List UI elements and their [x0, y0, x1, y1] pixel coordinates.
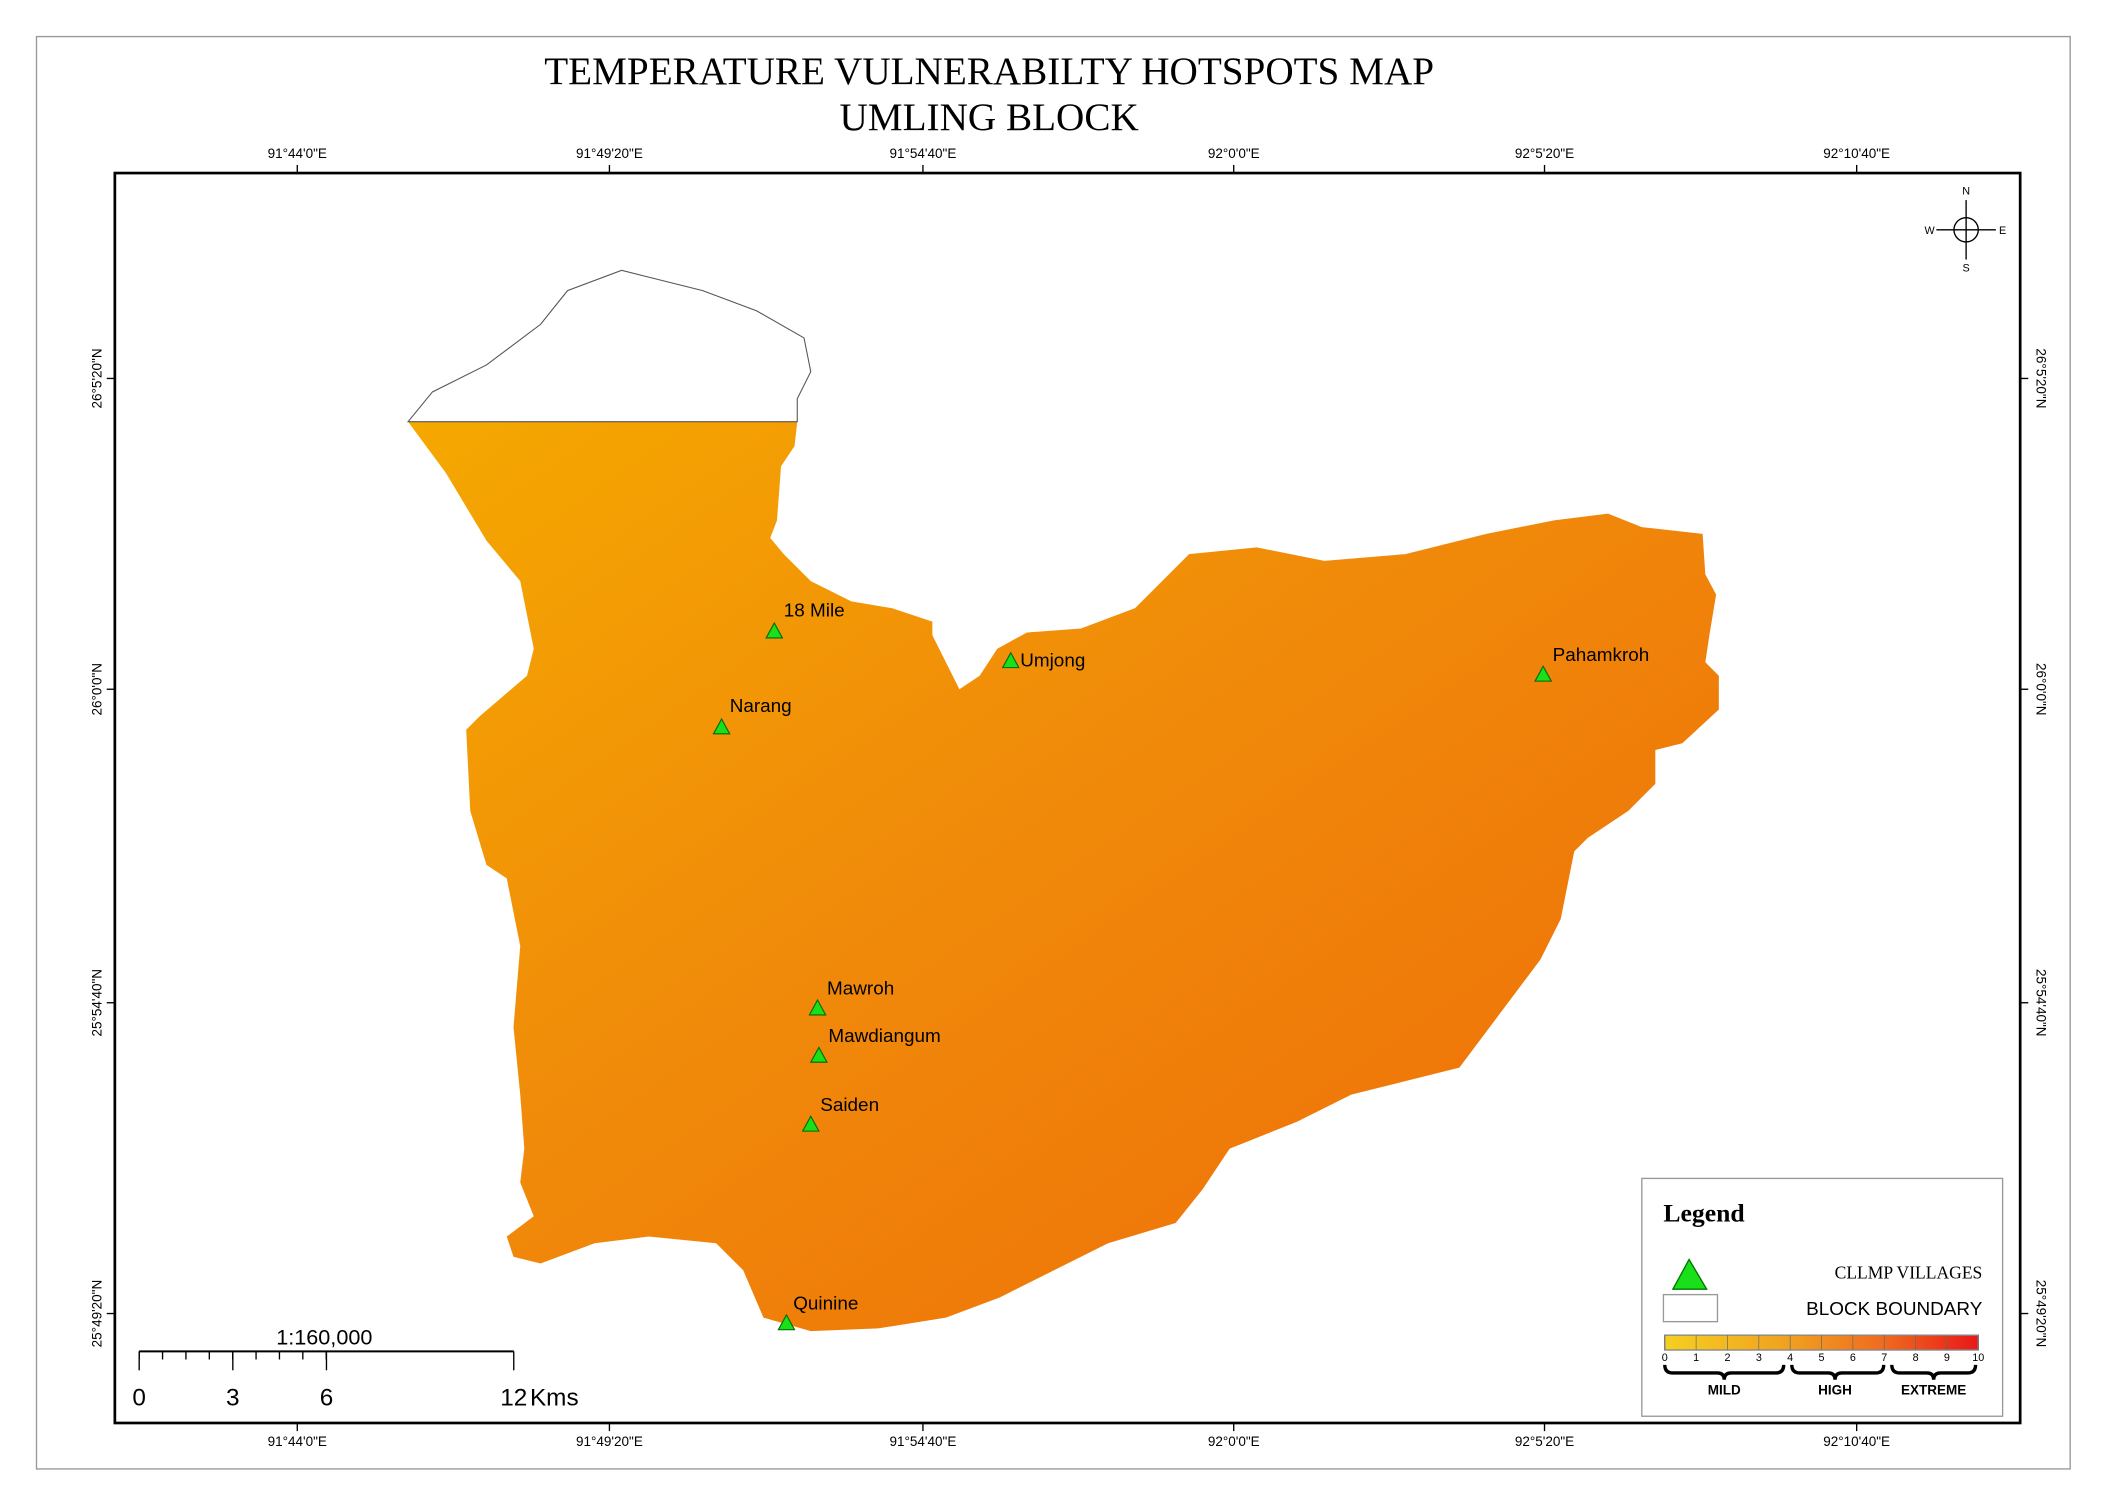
lat-tick-label: 26°0'0"N: [2033, 663, 2048, 716]
map-title: TEMPERATURE VULNERABILTY HOTSPOTS MAP: [544, 50, 1434, 93]
compass-letter: E: [1999, 225, 2006, 237]
village-label: Quinine: [793, 1293, 858, 1314]
outer-frame: [35, 35, 2071, 1470]
compass: [1936, 200, 1996, 260]
village-label: Mawdiangum: [828, 1026, 940, 1047]
village-marker: [808, 998, 827, 1016]
legend-gradient-label: 7: [1881, 1352, 1887, 1364]
map-title: UMLING BLOCK: [840, 96, 1139, 139]
legend-class-label: EXTREME: [1901, 1383, 1966, 1398]
legend-item: CLLMP VILLAGES: [1835, 1262, 1983, 1282]
village-marker: [765, 621, 784, 639]
lat-tick-label: 26°0'0"N: [89, 663, 104, 716]
scale-unit: Kms: [530, 1384, 579, 1411]
legend-item: BLOCK BOUNDARY: [1806, 1299, 1983, 1320]
village-marker: [712, 717, 731, 735]
lon-tick-label: 91°44'0"E: [268, 1434, 327, 1449]
lat-tick-label: 25°54'40"N: [89, 969, 104, 1037]
lon-tick-label: 91°49'20"E: [576, 146, 643, 161]
legend-gradient-label: 3: [1756, 1352, 1762, 1364]
scale-tick-label: 3: [226, 1384, 240, 1411]
lat-tick-label: 25°49'20"N: [89, 1280, 104, 1348]
legend-village-symbol: [1671, 1258, 1708, 1290]
legend-gradient-label: 9: [1944, 1352, 1950, 1364]
village-label: Umjong: [1020, 650, 1085, 671]
village-marker: [777, 1313, 796, 1331]
legend-gradient-label: 10: [1972, 1352, 1984, 1364]
village-label: Pahamkroh: [1553, 645, 1650, 666]
map-frame: [113, 171, 2022, 1425]
legend-class-label: HIGH: [1818, 1383, 1852, 1398]
village-label: Saiden: [820, 1095, 879, 1116]
lon-tick-label: 91°54'40"E: [890, 1434, 957, 1449]
lon-tick-label: 91°44'0"E: [268, 146, 327, 161]
block-area: [408, 421, 1719, 1332]
scale-tick-label: 12: [500, 1384, 527, 1411]
lon-tick-label: 91°49'20"E: [576, 1434, 643, 1449]
village-marker: [809, 1046, 828, 1063]
lat-tick-label: 25°49'20"N: [2033, 1280, 2048, 1348]
scale-tick-label: 6: [320, 1384, 334, 1411]
lon-tick-label: 91°54'40"E: [890, 146, 957, 161]
legend-gradient-label: 5: [1819, 1352, 1825, 1364]
village-marker: [1001, 651, 1020, 669]
lon-tick-label: 92°5'20"E: [1515, 146, 1574, 161]
lon-tick-label: 92°10'40"E: [1823, 1434, 1890, 1449]
legend-gradient-label: 1: [1693, 1352, 1699, 1364]
legend-gradient-label: 0: [1662, 1352, 1668, 1364]
village-label: Mawroh: [827, 979, 894, 1000]
scale-ratio: 1:160,000: [276, 1325, 372, 1350]
legend-title: Legend: [1663, 1199, 1744, 1228]
lon-tick-label: 92°0'0"E: [1208, 1434, 1260, 1449]
legend-gradient-label: 4: [1787, 1352, 1793, 1364]
scale-tick-label: 0: [132, 1384, 146, 1411]
lat-tick-label: 26°5'20"N: [2033, 348, 2048, 408]
legend-gradient-label: 6: [1850, 1352, 1856, 1364]
block-boundary: [406, 269, 812, 423]
lat-tick-label: 26°5'20"N: [89, 348, 104, 408]
village-label: Narang: [730, 696, 792, 717]
lat-tick-label: 25°54'40"N: [2033, 969, 2048, 1037]
compass-letter: W: [1925, 225, 1936, 237]
village-label: 18 Mile: [784, 600, 845, 621]
legend-class-label: MILD: [1708, 1383, 1741, 1398]
lon-tick-label: 92°0'0"E: [1208, 146, 1260, 161]
compass-letter: N: [1962, 186, 1970, 198]
legend-gradient-label: 2: [1724, 1352, 1730, 1364]
lon-tick-label: 92°10'40"E: [1823, 146, 1890, 161]
village-marker: [1534, 665, 1553, 682]
village-marker: [801, 1115, 820, 1132]
lon-tick-label: 92°5'20"E: [1515, 1434, 1574, 1449]
legend-gradient-label: 8: [1913, 1352, 1919, 1364]
compass-letter: S: [1963, 263, 1970, 275]
legend-boundary-symbol: [1662, 1293, 1719, 1323]
